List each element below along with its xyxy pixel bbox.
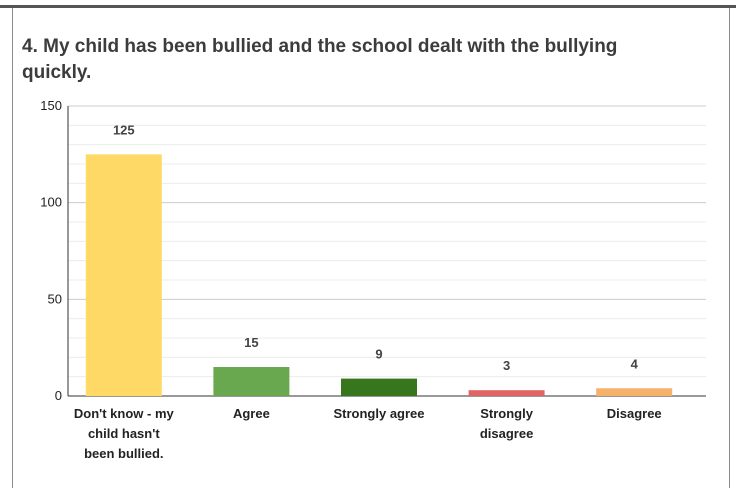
x-tick-label: Strongly agree [333, 406, 424, 421]
x-tick-label: Disagree [607, 406, 662, 421]
x-tick-label-line: Disagree [607, 406, 662, 421]
x-tick-label-line: child hasn't [88, 426, 160, 441]
x-tick-label-line: Don't know - my [74, 406, 175, 421]
top-border [0, 5, 736, 8]
bars [85, 154, 673, 396]
x-tick-label-line: been bullied. [84, 446, 163, 461]
y-tick-label: 100 [40, 195, 62, 210]
bar [213, 367, 290, 396]
x-tick-label-line: disagree [480, 426, 533, 441]
chart-title: 4. My child has been bullied and the sch… [22, 36, 618, 83]
x-tick-label: Don't know - my child hasn't been bullied. [74, 406, 175, 461]
x-tick-label: Agree [233, 406, 270, 421]
y-tick-label: 150 [40, 98, 62, 113]
x-tick-label-line: Strongly agree [333, 406, 424, 421]
data-label: 15 [244, 335, 258, 350]
bar [341, 378, 417, 396]
axes [67, 106, 706, 397]
data-labels: 125 15 9 3 4 [113, 122, 639, 373]
data-label: 3 [503, 358, 510, 373]
bar [468, 390, 545, 396]
data-label: 4 [631, 356, 639, 371]
bar [85, 154, 162, 396]
data-label: 125 [113, 122, 135, 137]
y-tick-label: 0 [55, 388, 62, 403]
y-tick-label: 50 [48, 291, 62, 306]
gridlines [68, 105, 706, 378]
data-label: 9 [375, 347, 382, 362]
x-tick-labels: Don't know - my child hasn't been bullied.… [74, 406, 662, 461]
x-tick-label-line: Agree [233, 406, 270, 421]
y-tick-labels: 0 50 100 150 [40, 98, 62, 403]
x-tick-label-line: Strongly [480, 406, 533, 421]
x-tick-label: Strongly disagree [480, 406, 534, 441]
bar [596, 388, 673, 396]
